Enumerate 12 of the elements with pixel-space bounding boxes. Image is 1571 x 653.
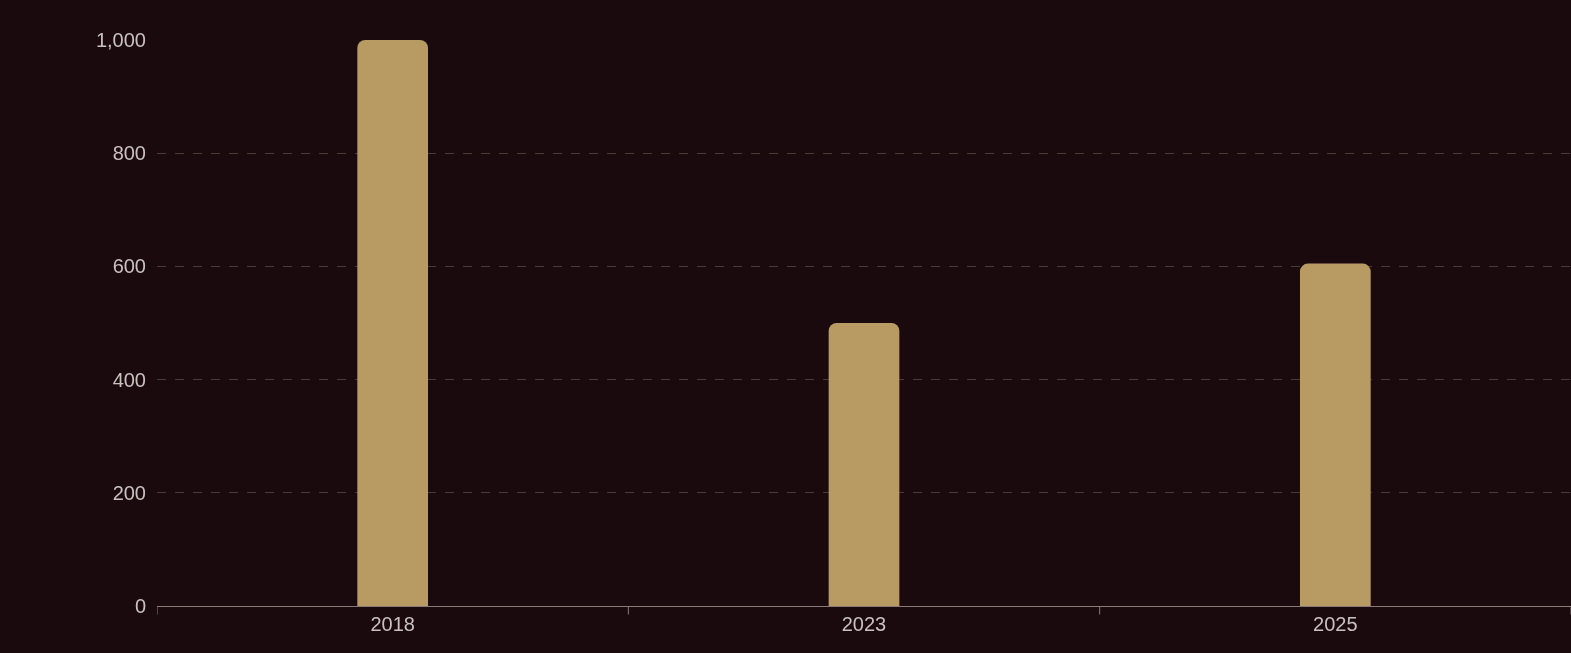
y-tick-label: 200 (112, 481, 146, 504)
bar (357, 40, 429, 606)
bar (1299, 263, 1371, 606)
y-tick-label: 0 (134, 595, 146, 617)
x-tick-label: 2025 (1313, 613, 1358, 635)
x-tick-label: 2023 (841, 613, 887, 635)
y-tick-label: 1,000 (95, 29, 146, 51)
bar (828, 323, 900, 606)
y-tick-label: 400 (112, 368, 146, 391)
y-tick-label: 600 (112, 255, 146, 278)
x-tick-label: 2018 (370, 613, 415, 635)
y-tick-label: 800 (112, 142, 146, 165)
